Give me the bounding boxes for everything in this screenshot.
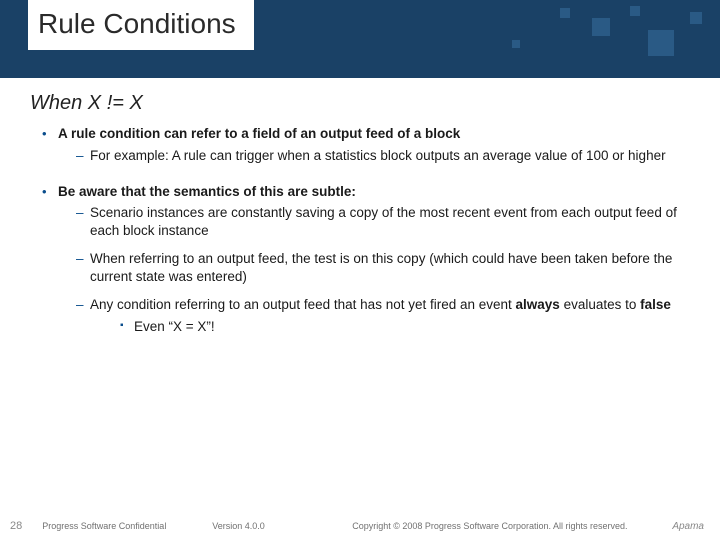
bullet-2-head: Be aware that the semantics of this are … (58, 184, 356, 199)
header-decor (460, 0, 720, 78)
slide-title: Rule Conditions (38, 8, 236, 40)
bullet-2-sub-3-sub-1: Even “X = X”! (120, 318, 690, 336)
bullet-1: A rule condition can refer to a field of… (42, 125, 690, 165)
page-number: 28 (10, 520, 22, 532)
bullet-2-sub-3: Any condition referring to an output fee… (76, 296, 690, 336)
bullet-2-sub-1: Scenario instances are constantly saving… (76, 204, 690, 240)
header-band: Rule Conditions (0, 0, 720, 78)
footer-logo: Apama (672, 521, 704, 532)
subtitle: When X != X (30, 92, 720, 115)
footer: 28 Progress Software Confidential Versio… (0, 520, 720, 532)
title-box: Rule Conditions (28, 0, 254, 50)
footer-confidential: Progress Software Confidential (42, 521, 212, 531)
bullet-1-sub-1: For example: A rule can trigger when a s… (76, 147, 690, 165)
bullet-2-sub-2: When referring to an output feed, the te… (76, 250, 690, 286)
bullet-2: Be aware that the semantics of this are … (42, 183, 690, 336)
footer-copyright: Copyright © 2008 Progress Software Corpo… (352, 521, 672, 531)
bullet-1-head: A rule condition can refer to a field of… (58, 126, 460, 141)
content-body: A rule condition can refer to a field of… (42, 125, 690, 335)
bullet-2-sub-3-text: Any condition referring to an output fee… (90, 297, 671, 312)
footer-version: Version 4.0.0 (212, 521, 352, 531)
